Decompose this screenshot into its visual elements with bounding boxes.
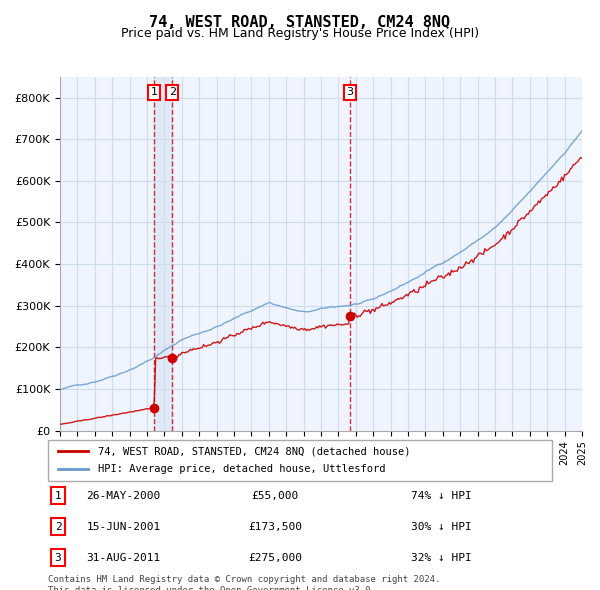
Text: 32% ↓ HPI: 32% ↓ HPI <box>411 553 472 562</box>
Text: 15-JUN-2001: 15-JUN-2001 <box>86 522 161 532</box>
Text: 2: 2 <box>169 87 176 97</box>
Text: Contains HM Land Registry data © Crown copyright and database right 2024.
This d: Contains HM Land Registry data © Crown c… <box>48 575 440 590</box>
Bar <box>154 77 172 431</box>
Text: £173,500: £173,500 <box>248 522 302 532</box>
Text: 1: 1 <box>55 491 61 500</box>
Text: 26-MAY-2000: 26-MAY-2000 <box>86 491 161 500</box>
Text: Price paid vs. HM Land Registry's House Price Index (HPI): Price paid vs. HM Land Registry's House … <box>121 27 479 40</box>
Text: 3: 3 <box>55 553 61 562</box>
Text: 1: 1 <box>151 87 158 97</box>
Text: 74, WEST ROAD, STANSTED, CM24 8NQ (detached house): 74, WEST ROAD, STANSTED, CM24 8NQ (detac… <box>98 446 411 456</box>
Text: £55,000: £55,000 <box>251 491 298 500</box>
Text: 30% ↓ HPI: 30% ↓ HPI <box>411 522 472 532</box>
FancyBboxPatch shape <box>48 440 552 481</box>
Text: £275,000: £275,000 <box>248 553 302 562</box>
Text: HPI: Average price, detached house, Uttlesford: HPI: Average price, detached house, Uttl… <box>98 464 386 474</box>
Text: 31-AUG-2011: 31-AUG-2011 <box>86 553 161 562</box>
Text: 3: 3 <box>346 87 353 97</box>
Text: 74% ↓ HPI: 74% ↓ HPI <box>411 491 472 500</box>
Text: 2: 2 <box>55 522 61 532</box>
Text: 74, WEST ROAD, STANSTED, CM24 8NQ: 74, WEST ROAD, STANSTED, CM24 8NQ <box>149 15 451 30</box>
